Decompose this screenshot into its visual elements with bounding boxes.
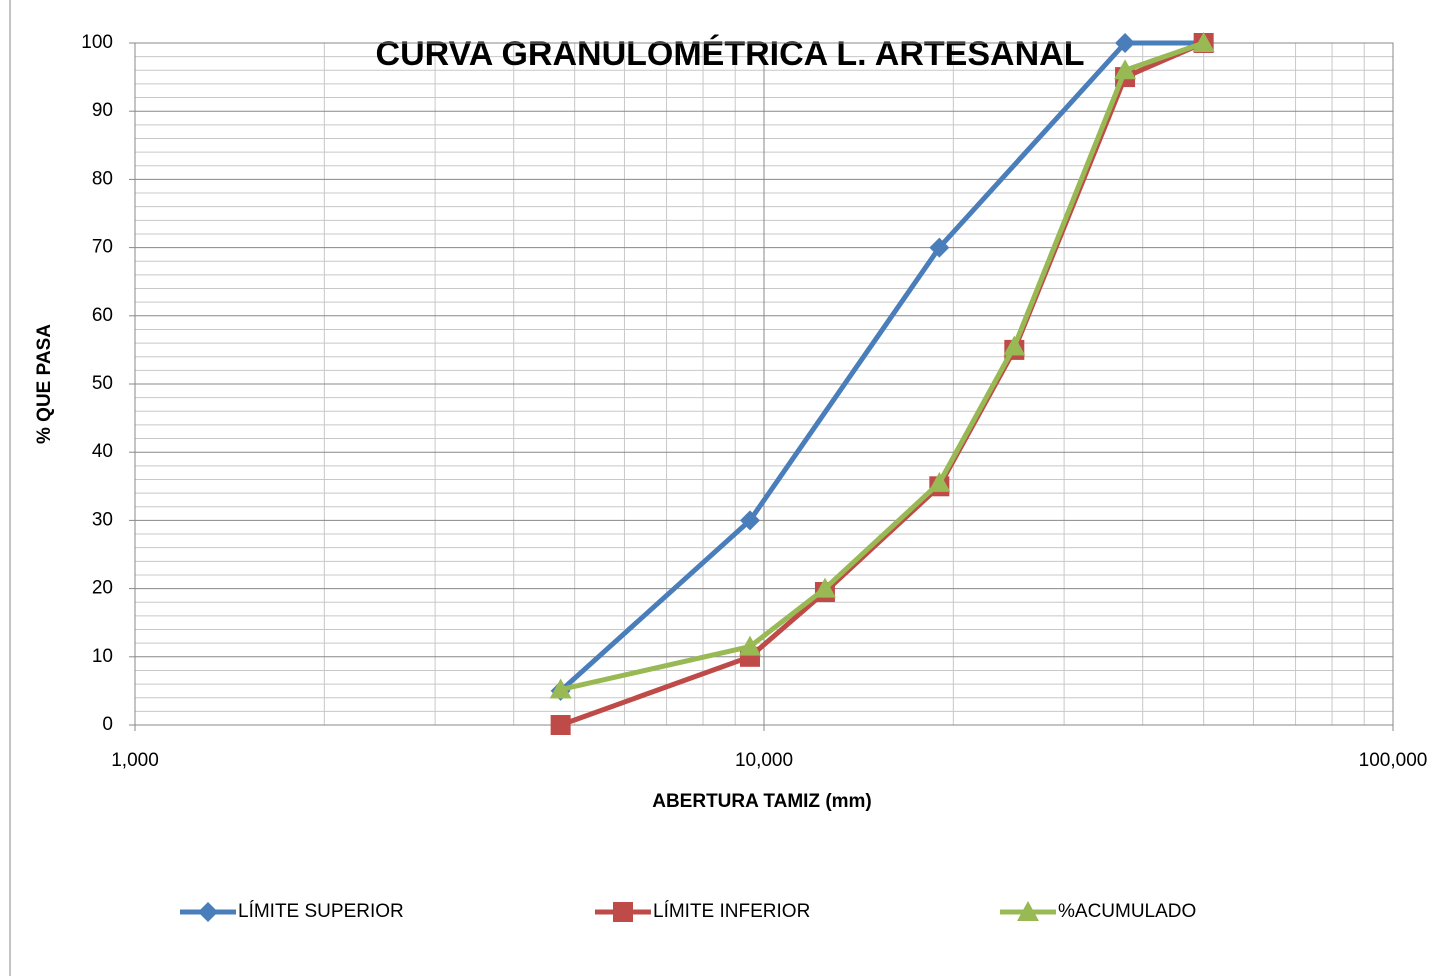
marker — [613, 902, 633, 922]
y-tick-label: 0 — [102, 714, 113, 735]
legend-label: %ACUMULADO — [1058, 901, 1196, 922]
x-tick-label: 100,000 — [1359, 750, 1428, 771]
marker — [739, 510, 760, 531]
y-tick-label: 80 — [92, 168, 113, 189]
marker — [1003, 335, 1026, 356]
y-tick-label: 30 — [92, 509, 113, 530]
y-tick-label: 100 — [81, 32, 113, 53]
x-tick-label: 10,000 — [735, 750, 793, 771]
marker — [549, 678, 572, 699]
x-axis-title: ABERTURA TAMIZ (mm) — [652, 791, 872, 812]
y-tick-label: 20 — [92, 578, 113, 599]
y-tick-label: 90 — [92, 100, 113, 121]
legend-label: LÍMITE INFERIOR — [653, 901, 810, 922]
marker — [1114, 59, 1137, 80]
marker — [1192, 32, 1215, 52]
marker — [738, 635, 761, 656]
marker — [813, 577, 836, 598]
legend-label: LÍMITE SUPERIOR — [238, 901, 404, 922]
x-tick-label: 1,000 — [111, 750, 159, 771]
marker — [1115, 33, 1136, 53]
chart-frame — [9, 0, 11, 976]
marker — [198, 902, 218, 922]
y-tick-label: 40 — [92, 441, 113, 462]
marker — [929, 237, 950, 258]
plot-frame — [134, 42, 1394, 726]
marker — [1017, 901, 1039, 921]
chart-title: CURVA GRANULOMÉTRICA L. ARTESANAL — [376, 35, 1085, 73]
y-tick-label: 50 — [92, 373, 113, 394]
marker — [928, 471, 951, 492]
y-axis-title: % QUE PASA — [34, 324, 55, 444]
series-line — [558, 40, 1204, 693]
y-tick-label: 70 — [92, 237, 113, 258]
y-tick-label: 10 — [92, 646, 113, 667]
marker — [550, 715, 571, 735]
y-tick-label: 60 — [92, 305, 113, 326]
grid — [134, 42, 1394, 726]
series-line — [560, 40, 1205, 692]
